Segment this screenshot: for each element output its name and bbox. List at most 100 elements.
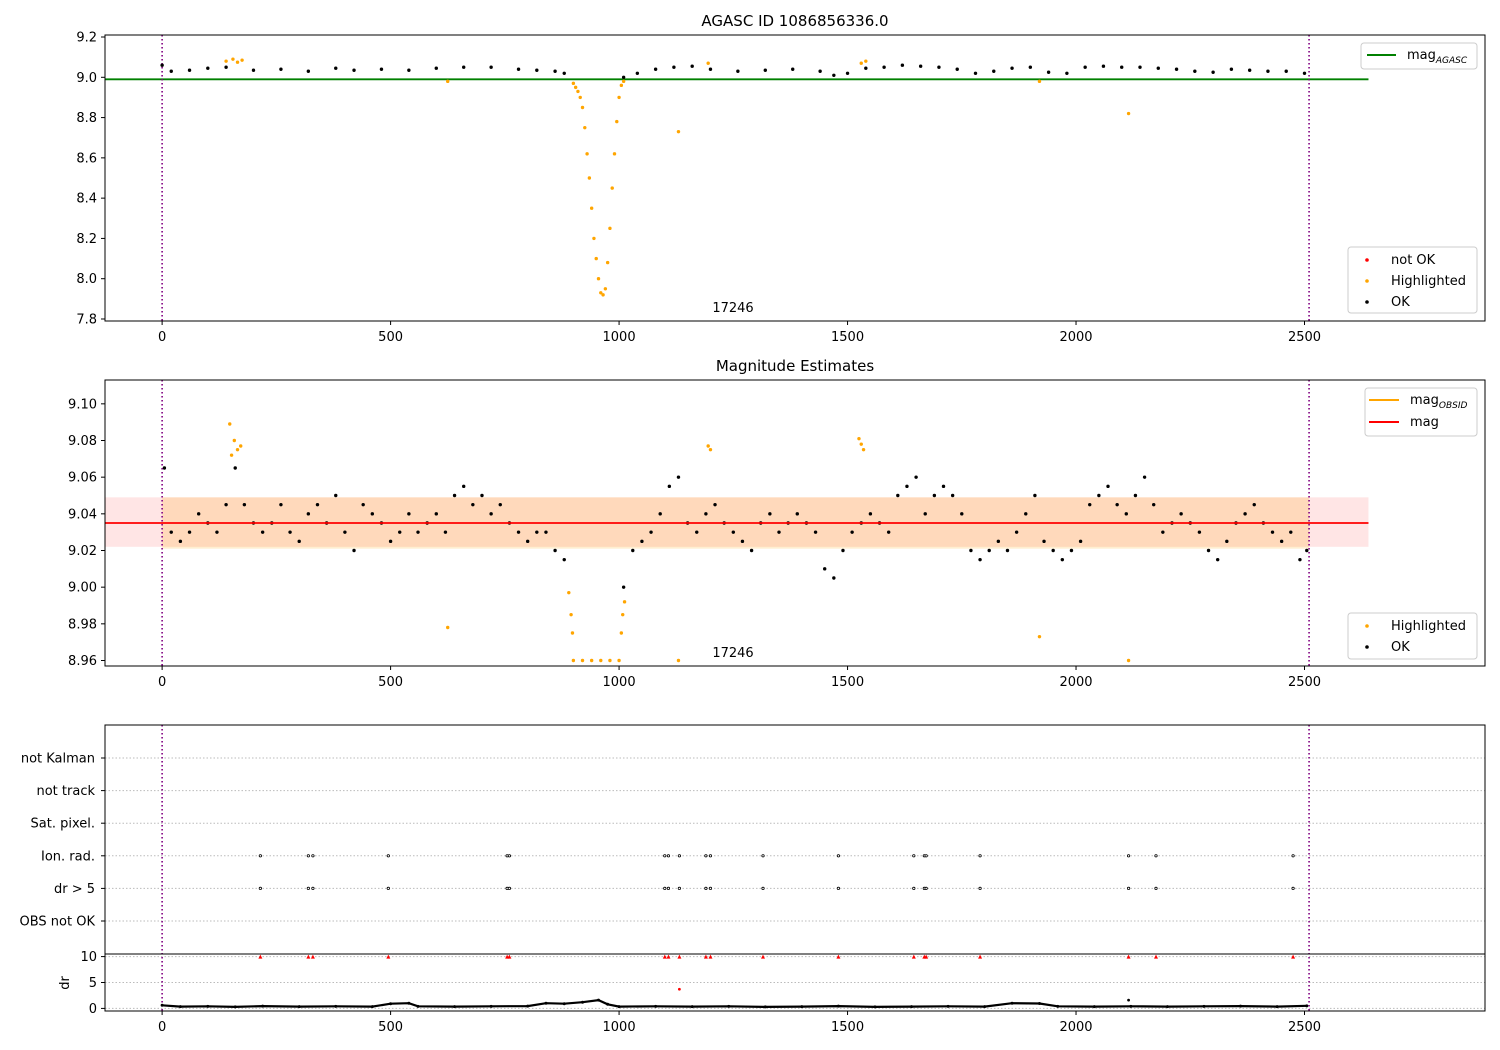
ok-point bbox=[1078, 539, 1083, 544]
dr-clipped-marker bbox=[911, 954, 916, 959]
ok-point bbox=[1010, 66, 1014, 70]
ok-point bbox=[279, 67, 283, 71]
ok-point bbox=[471, 502, 475, 507]
x-tick-label: 1000 bbox=[603, 1020, 636, 1035]
ok-point bbox=[388, 539, 393, 544]
dr-axis-label: dr bbox=[58, 976, 73, 990]
ion-rad-flag-point bbox=[306, 854, 310, 858]
dr-clipped-marker bbox=[677, 954, 682, 959]
ok-point bbox=[462, 65, 466, 69]
highlighted-point bbox=[608, 226, 612, 231]
ok-point bbox=[398, 530, 402, 534]
y-tick-label: 9.2 bbox=[76, 31, 97, 46]
ok-point bbox=[206, 66, 210, 70]
ion-rad-flag-point bbox=[677, 854, 681, 858]
ok-point bbox=[452, 493, 457, 498]
highlighted-point bbox=[617, 95, 621, 100]
ok-point bbox=[955, 67, 959, 71]
highlighted-point bbox=[231, 57, 235, 61]
ion-rad-flag-point bbox=[1126, 854, 1131, 858]
highlighted-point bbox=[580, 658, 585, 663]
highlighted-point bbox=[596, 277, 601, 281]
ok-point bbox=[882, 65, 886, 69]
ok-point bbox=[1106, 484, 1110, 489]
ok-point bbox=[914, 475, 918, 479]
ok-point bbox=[937, 65, 941, 69]
ok-point bbox=[768, 512, 772, 516]
ok-point bbox=[169, 530, 173, 534]
ok-point bbox=[553, 548, 557, 553]
ion-rad-flag-point bbox=[258, 854, 262, 858]
dr-clipped-marker bbox=[662, 954, 667, 959]
y-tick-label: 8.96 bbox=[68, 654, 97, 669]
ok-point bbox=[343, 530, 347, 534]
highlighted-point bbox=[235, 60, 240, 64]
dr-clipped-marker bbox=[836, 954, 841, 959]
ok-point bbox=[480, 493, 484, 498]
x-tick-label: 1000 bbox=[603, 675, 636, 690]
highlighted-point bbox=[622, 600, 627, 604]
dr-flag-point bbox=[311, 886, 315, 891]
x-tick-label: 1500 bbox=[831, 1020, 864, 1035]
dr-line bbox=[162, 998, 1307, 1009]
highlighted-point bbox=[578, 95, 582, 100]
ok-point bbox=[1243, 512, 1247, 516]
panel-agasc: AGASC ID 1086856336.0 0 500 1000 1500 2000 25… bbox=[76, 12, 1486, 345]
y-tick-label: 8.2 bbox=[76, 232, 97, 247]
ok-point bbox=[1225, 539, 1229, 544]
dr-flag-point bbox=[1126, 886, 1131, 891]
flag-row-label: dr > 5 bbox=[54, 882, 95, 897]
ok-point bbox=[434, 512, 438, 516]
ok-point bbox=[850, 530, 854, 534]
dr-clipped-marker bbox=[1291, 954, 1296, 959]
legend-label: Highlighted bbox=[1391, 619, 1466, 634]
ok-point bbox=[731, 530, 736, 534]
panel-title: Magnitude Estimates bbox=[716, 357, 874, 375]
ok-point bbox=[1115, 502, 1119, 507]
ok-point bbox=[361, 502, 365, 507]
ion-rad-flag-point bbox=[386, 854, 390, 858]
x-tick-label: 2000 bbox=[1059, 330, 1092, 345]
ok-point bbox=[1138, 65, 1142, 69]
ok-point bbox=[315, 502, 320, 507]
ok-point bbox=[813, 530, 818, 534]
ok-point bbox=[969, 548, 973, 553]
ok-point bbox=[160, 63, 164, 67]
dr-clipped-marker bbox=[1126, 954, 1131, 959]
highlighted-point bbox=[708, 447, 713, 452]
ok-point bbox=[1097, 493, 1101, 498]
ok-point bbox=[987, 548, 991, 553]
highlighted-point bbox=[610, 186, 614, 190]
ok-point bbox=[1069, 548, 1074, 553]
y-tick-label: 8.98 bbox=[68, 617, 97, 632]
ok-point bbox=[1152, 502, 1156, 507]
ok-point bbox=[162, 466, 167, 470]
dr-flag-point bbox=[836, 886, 841, 891]
highlighted-point bbox=[239, 444, 243, 448]
ok-point bbox=[941, 484, 946, 489]
ok-point bbox=[973, 71, 978, 75]
y-tick-label: 7.8 bbox=[76, 312, 97, 327]
ok-point bbox=[306, 512, 311, 516]
dr-outlier-point bbox=[677, 987, 681, 991]
ok-point bbox=[1161, 530, 1165, 534]
panel-title: AGASC ID 1086856336.0 bbox=[701, 12, 888, 30]
highlighted-point bbox=[240, 58, 244, 62]
ion-rad-flag-point bbox=[1154, 854, 1158, 858]
ok-point bbox=[1051, 548, 1055, 553]
legend-label: magAGASC bbox=[1407, 48, 1468, 66]
x-tick-label: 2500 bbox=[1288, 675, 1321, 690]
y-tick-label: 9.00 bbox=[68, 581, 97, 596]
dr-flag-point bbox=[1154, 886, 1158, 891]
plot-frame bbox=[104, 724, 1486, 1012]
highlighted-point bbox=[608, 658, 612, 663]
ion-rad-flag-point bbox=[708, 854, 713, 858]
ok-point bbox=[352, 68, 356, 72]
ok-point bbox=[288, 530, 292, 534]
dr-flag-point bbox=[306, 886, 310, 891]
ok-point bbox=[1083, 65, 1087, 69]
ok-point bbox=[242, 502, 247, 507]
y-tick-label: 8.4 bbox=[76, 192, 97, 207]
ok-point bbox=[818, 69, 822, 73]
highlighted-point bbox=[576, 89, 580, 94]
